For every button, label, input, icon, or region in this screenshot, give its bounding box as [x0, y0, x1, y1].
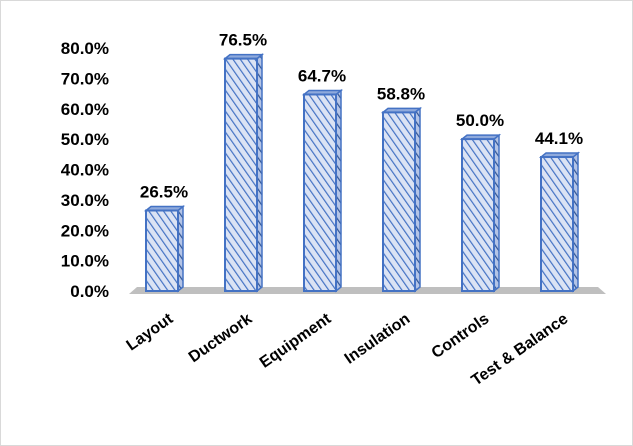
- y-tick-label: 30.0%: [61, 191, 109, 210]
- y-tick-label: 50.0%: [61, 130, 109, 149]
- bar: [301, 88, 344, 293]
- bar-front-face: [224, 57, 258, 292]
- bar: [143, 204, 186, 293]
- category-label: Layout: [124, 310, 177, 354]
- data-label: 26.5%: [140, 183, 188, 202]
- category-label: Equipment: [257, 310, 335, 372]
- y-tick-label: 0.0%: [70, 282, 109, 301]
- data-label: 44.1%: [535, 129, 583, 148]
- bar: [538, 151, 581, 293]
- data-label: 64.7%: [298, 66, 346, 85]
- y-tick-label: 70.0%: [61, 69, 109, 88]
- data-label: 76.5%: [219, 31, 267, 50]
- category-label: Ductwork: [186, 310, 256, 366]
- bar-front-face: [303, 93, 337, 292]
- y-tick-label: 40.0%: [61, 161, 109, 180]
- y-tick-label: 10.0%: [61, 252, 109, 271]
- category-label: Controls: [429, 310, 493, 362]
- y-tick-label: 80.0%: [61, 39, 109, 58]
- bar: [459, 133, 502, 293]
- data-label: 50.0%: [456, 111, 504, 130]
- bar-front-face: [382, 111, 416, 292]
- data-label: 58.8%: [377, 84, 425, 103]
- bar-front-face: [461, 138, 495, 292]
- bar: [222, 53, 265, 293]
- category-label: Insulation: [342, 310, 414, 367]
- chart-floor: [129, 287, 606, 294]
- y-tick-label: 20.0%: [61, 221, 109, 240]
- bar-front-face: [540, 156, 574, 292]
- y-tick-label: 60.0%: [61, 100, 109, 119]
- bar-front-face: [145, 209, 179, 293]
- bar: [380, 106, 423, 293]
